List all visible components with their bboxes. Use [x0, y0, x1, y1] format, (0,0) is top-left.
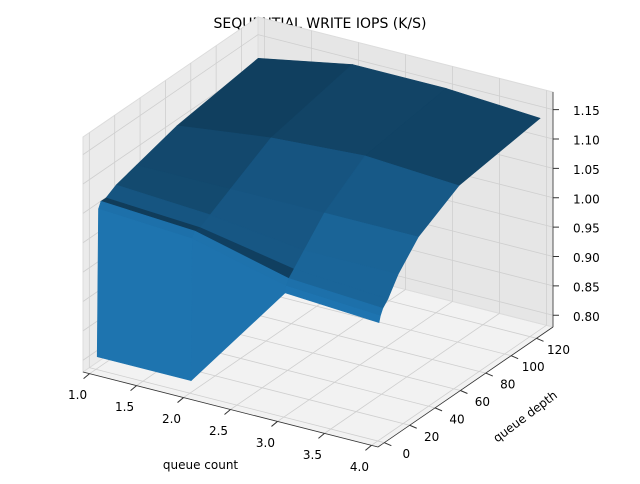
- tick-mark: [83, 373, 90, 380]
- tick-mark: [460, 390, 468, 394]
- axis-line: [82, 371, 379, 448]
- z-tick-label: 1.00: [573, 192, 600, 206]
- tick-mark: [510, 355, 519, 360]
- z-tick-label: 1.15: [573, 104, 600, 118]
- tick-mark: [365, 444, 372, 451]
- y-tick-label: 80: [500, 378, 515, 392]
- z-tick-label: 0.95: [573, 222, 600, 236]
- y-axis-label: queue depth: [491, 388, 560, 445]
- z-tick-label: 1.05: [573, 163, 600, 177]
- y-tick-label: 100: [522, 360, 545, 374]
- grid-line: [257, 34, 554, 111]
- z-tick-label: 1.10: [573, 134, 600, 148]
- surface-patch: [96, 208, 193, 381]
- y-tick-label: 0: [403, 447, 411, 461]
- axis-line: [377, 326, 554, 448]
- x-tick-label: 2.0: [162, 412, 181, 426]
- tick-mark: [271, 421, 278, 427]
- x-tick-label: 3.5: [303, 448, 322, 462]
- tick-mark: [130, 385, 137, 391]
- x-tick-label: 1.0: [68, 388, 87, 402]
- tick-mark: [224, 409, 231, 415]
- tick-mark: [434, 407, 443, 412]
- grid-line: [277, 301, 453, 422]
- tick-mark: [485, 372, 493, 377]
- y-tick-label: 120: [547, 343, 570, 357]
- grid-line: [371, 324, 547, 446]
- tick-mark: [409, 424, 417, 429]
- y-tick-label: 40: [449, 412, 464, 426]
- surface-patch: [284, 285, 381, 323]
- x-tick-label: 1.5: [115, 400, 134, 414]
- y-tick-label: 60: [475, 395, 490, 409]
- z-tick-label: 0.85: [573, 280, 600, 294]
- grid-line: [324, 313, 500, 434]
- y-tick-label: 20: [424, 430, 439, 444]
- grid-line: [89, 367, 385, 444]
- x-tick-label: 3.0: [256, 436, 275, 450]
- grid-line: [82, 34, 259, 155]
- x-tick-label: 2.5: [209, 424, 228, 438]
- tick-mark: [384, 442, 392, 447]
- z-tick-label: 0.90: [573, 251, 600, 265]
- x-tick-label: 4.0: [350, 460, 369, 474]
- x-axis-label: queue count: [163, 458, 239, 472]
- tick-mark: [318, 433, 325, 439]
- tick-mark: [536, 337, 544, 342]
- z-tick-label: 0.80: [573, 310, 600, 324]
- tick-mark: [177, 397, 184, 403]
